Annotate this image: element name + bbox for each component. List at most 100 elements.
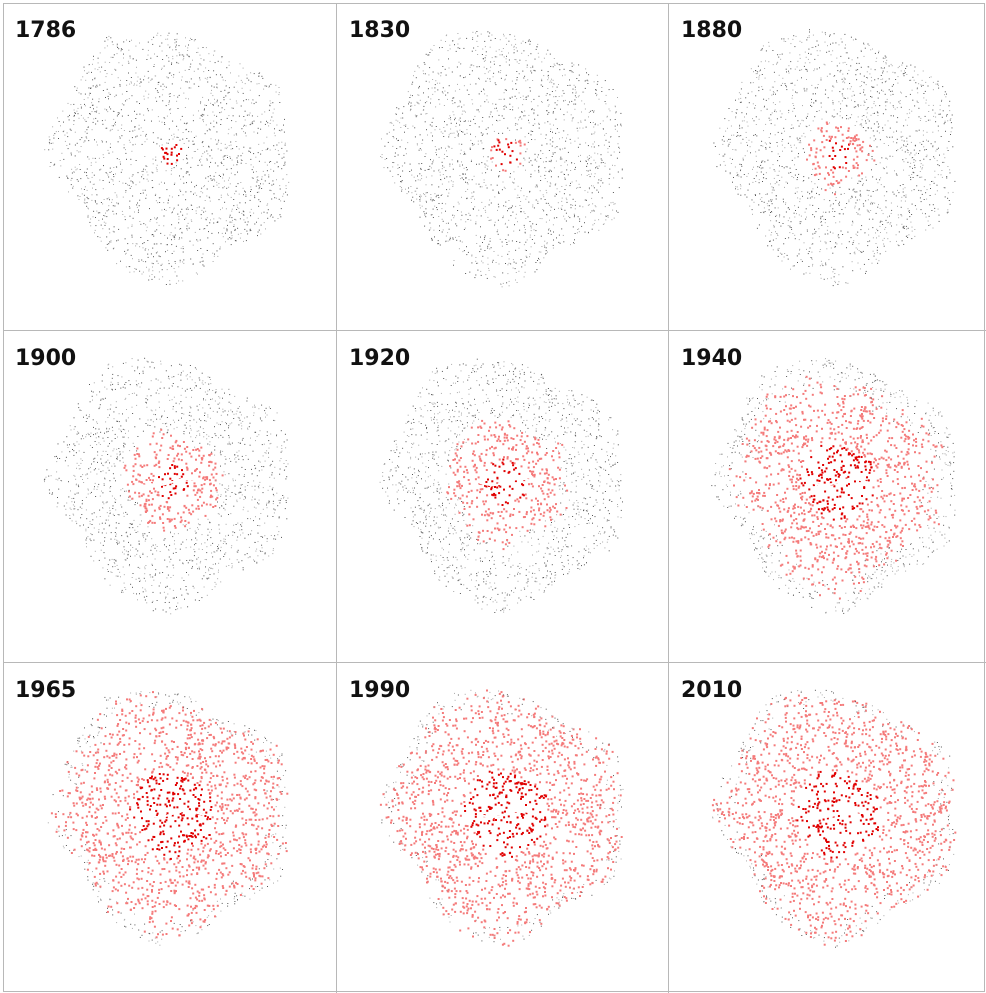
- street-dot: [574, 140, 576, 142]
- street-dot: [787, 225, 789, 227]
- street-dot: [233, 205, 235, 207]
- street-dot: [424, 121, 426, 123]
- street-dot: [476, 66, 478, 68]
- street-dot: [546, 214, 548, 216]
- street-dot: [423, 62, 425, 64]
- street-dot: [190, 78, 192, 80]
- street-dot: [225, 220, 227, 222]
- street-dot: [902, 188, 904, 190]
- street-dot: [569, 217, 571, 219]
- street-dot: [818, 110, 820, 112]
- street-dot: [104, 61, 106, 63]
- street-dot: [237, 227, 239, 229]
- street-dot: [515, 262, 517, 264]
- street-dot: [268, 174, 270, 176]
- street-dot: [748, 102, 750, 104]
- street-dot: [876, 146, 878, 148]
- street-dot: [477, 143, 479, 145]
- street-dot: [896, 107, 898, 109]
- street-dot: [561, 197, 563, 199]
- street-dot: [852, 220, 854, 222]
- street-dot: [178, 195, 180, 197]
- street-dot: [548, 77, 549, 79]
- street-dot: [494, 38, 496, 39]
- street-dot: [506, 242, 508, 243]
- street-dot: [178, 238, 180, 240]
- street-dot: [471, 50, 473, 52]
- street-dot: [876, 130, 878, 132]
- street-dot: [906, 140, 908, 142]
- street-dot: [564, 189, 566, 190]
- street-dot: [808, 52, 809, 54]
- street-dot: [481, 162, 483, 164]
- street-dot: [426, 101, 428, 103]
- street-dot: [761, 167, 762, 169]
- street-dot: [197, 250, 199, 251]
- street-dot: [438, 148, 440, 150]
- street-dot: [925, 192, 927, 194]
- street-dot: [761, 200, 763, 202]
- street-dot: [254, 223, 256, 225]
- street-dot: [545, 170, 547, 172]
- street-dot: [392, 136, 394, 137]
- street-dot: [234, 218, 236, 220]
- street-dot: [732, 149, 734, 150]
- street-dot: [598, 229, 600, 231]
- street-dot: [145, 261, 147, 263]
- street-dot: [937, 125, 939, 127]
- street-dot: [587, 163, 588, 165]
- street-dot: [451, 71, 453, 73]
- street-dot: [561, 171, 563, 173]
- street-dot: [161, 269, 163, 271]
- street-dot: [271, 116, 273, 118]
- street-dot: [905, 194, 907, 196]
- street-dot: [96, 110, 98, 112]
- street-dot: [455, 50, 457, 52]
- street-dot: [726, 140, 728, 142]
- street-dot: [889, 215, 890, 217]
- street-dot: [474, 115, 476, 117]
- street-dot: [182, 251, 184, 253]
- street-dot: [465, 167, 467, 168]
- street-dot: [879, 105, 881, 107]
- street-dot: [450, 119, 452, 121]
- street-dot: [816, 87, 818, 89]
- street-dot: [814, 87, 816, 89]
- street-dot: [257, 176, 259, 178]
- street-dot: [741, 127, 743, 129]
- street-dot: [185, 199, 187, 201]
- street-dot: [243, 146, 245, 148]
- street-dot: [459, 124, 461, 126]
- street-dot: [74, 86, 76, 88]
- street-dot: [88, 208, 89, 210]
- built-area-dot: [810, 149, 813, 152]
- street-dot: [202, 47, 204, 48]
- street-dot: [596, 74, 598, 76]
- street-dot: [89, 113, 91, 115]
- street-dot: [784, 147, 786, 149]
- street-dot: [770, 114, 772, 116]
- street-dot: [863, 263, 865, 265]
- street-dot: [801, 260, 803, 262]
- street-dot: [921, 176, 923, 178]
- street-dot: [503, 117, 505, 119]
- built-area-dot: [502, 169, 505, 172]
- street-dot: [812, 93, 814, 95]
- street-dot: [545, 138, 547, 139]
- street-dot: [272, 112, 274, 114]
- street-dot: [484, 101, 486, 103]
- street-dot: [52, 148, 54, 150]
- street-dot: [799, 201, 801, 203]
- street-dot: [853, 240, 855, 242]
- street-dot: [62, 110, 64, 112]
- street-dot: [131, 95, 133, 97]
- street-dot: [167, 202, 169, 204]
- street-dot: [416, 193, 418, 195]
- street-dot: [57, 117, 58, 119]
- street-dot: [553, 58, 555, 59]
- street-dot: [462, 110, 464, 112]
- street-dot: [478, 111, 480, 113]
- street-dot: [230, 141, 232, 143]
- street-dot: [158, 197, 160, 199]
- street-dot: [158, 224, 160, 226]
